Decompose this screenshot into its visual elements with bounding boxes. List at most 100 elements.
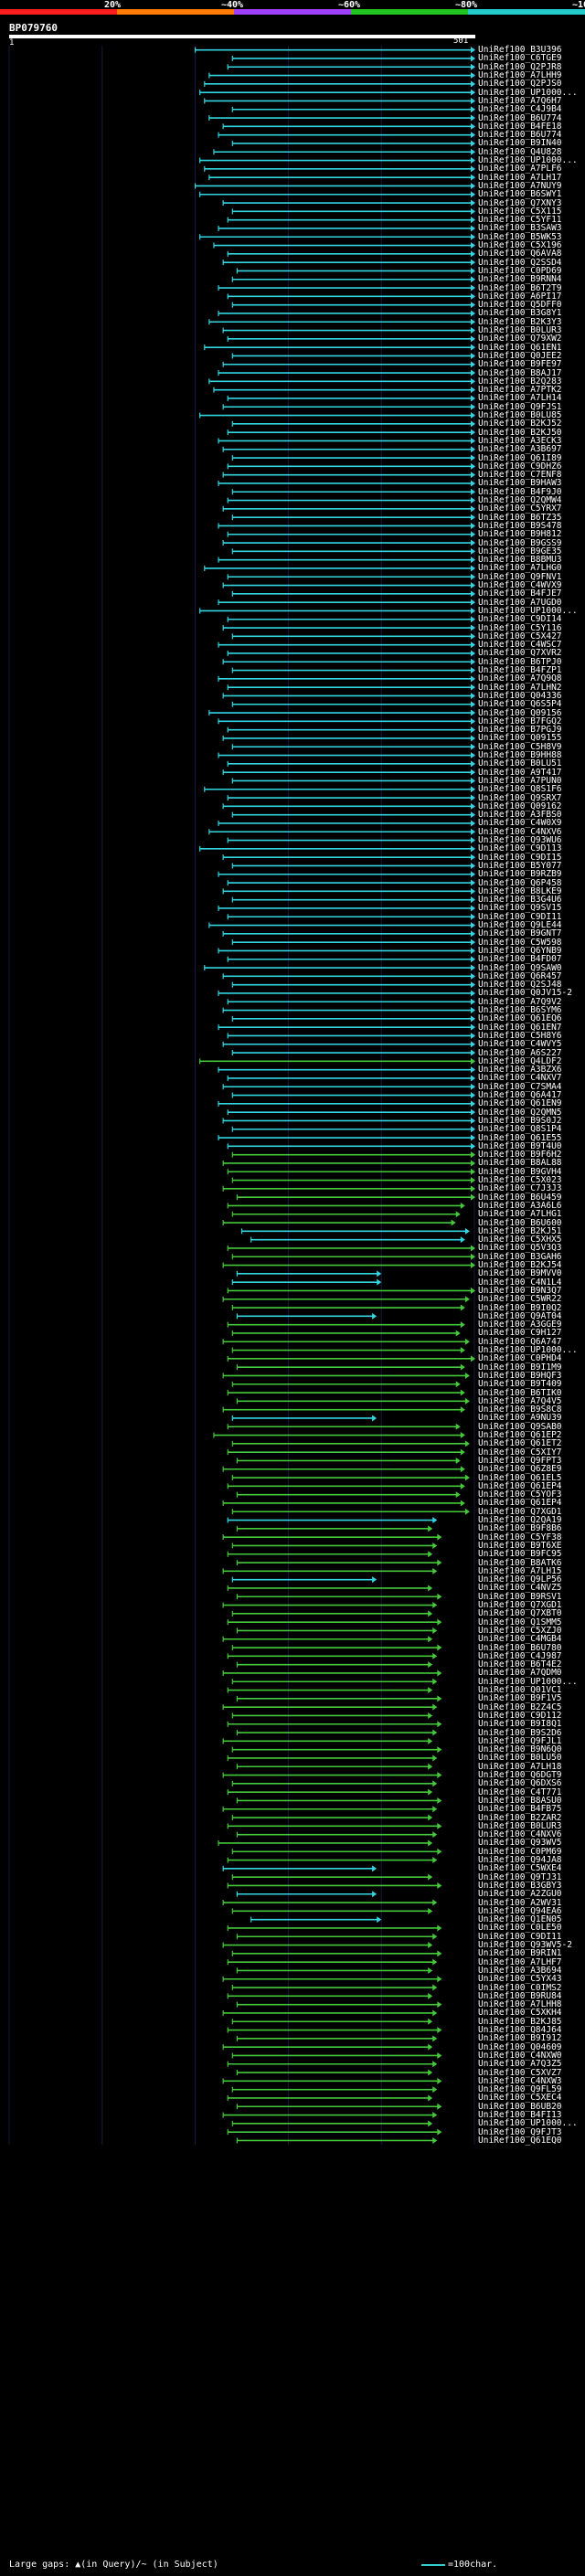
hit-label[interactable]: UniRef100_C9DHZ6 [478,461,562,472]
hit-label[interactable]: UniRef100_C4W0X9 [478,818,562,829]
hit-label[interactable]: UniRef100_UP1000... [478,1676,578,1687]
hit-label[interactable]: UniRef100_C5Y116 [478,622,562,633]
hit-label[interactable]: UniRef100_B9I912 [478,2033,562,2044]
hit-label[interactable]: UniRef100_C4WVY5 [478,1039,562,1050]
hit-label[interactable]: UniRef100_B9F1V5 [478,1693,562,1704]
hit-label[interactable]: UniRef100_C5YOF3 [478,1489,562,1500]
hit-label[interactable]: UniRef100_B3SAW3 [478,223,562,234]
hit-label[interactable]: UniRef100_B9I1M9 [478,1362,562,1373]
hit-label[interactable]: UniRef100_B9GNT7 [478,928,562,939]
hit-label[interactable]: UniRef100_C5YF38 [478,1532,562,1542]
hit-label[interactable]: UniRef100_Q0JV15-2 [478,988,572,999]
hit-label[interactable]: UniRef100_C5WXE4 [478,1863,562,1874]
hit-label[interactable]: UniRef100_A3FBS0 [478,810,562,821]
hit-label[interactable]: UniRef100_B6SWY1 [478,189,562,200]
hit-label[interactable]: UniRef100_Q9SRX7 [478,792,562,803]
hit-label[interactable]: UniRef100_Q6P458 [478,877,562,888]
hit-label[interactable]: UniRef100_B3G4U6 [478,895,562,906]
hit-label[interactable]: UniRef100_A7PTK2 [478,385,562,396]
hit-label[interactable]: UniRef100_Q61EP4 [478,1480,562,1491]
hit-label[interactable]: UniRef100_A7Q6H7 [478,95,562,106]
hit-label[interactable]: UniRef100_Q93WU6 [478,835,562,846]
hit-label[interactable]: UniRef100_Q61EQ0 [478,2135,562,2146]
hit-label[interactable]: UniRef100_B9F6H2 [478,1150,562,1161]
hit-label[interactable]: UniRef100_Q6AVA8 [478,249,562,260]
hit-label[interactable]: UniRef100_Q93WV5 [478,1838,562,1849]
hit-label[interactable]: UniRef100_B3GBY3 [478,1880,562,1891]
hit-label[interactable]: UniRef100_C0PHD4 [478,1353,562,1364]
hit-label[interactable]: UniRef100_C5YF11 [478,215,562,226]
hit-label[interactable]: UniRef100_C5XZJ0 [478,1625,562,1636]
hit-label[interactable]: UniRef100_C5H8V9 [478,741,562,752]
hit-label[interactable]: UniRef100_B9N3Q7 [478,1285,562,1296]
hit-label[interactable]: UniRef100_A7LHF7 [478,1956,562,1967]
hit-label[interactable]: UniRef100_Q6R457 [478,970,562,981]
hit-label[interactable]: UniRef100_Q94EA6 [478,1905,562,1916]
hit-label[interactable]: UniRef100_Q6A417 [478,1090,562,1101]
hit-label[interactable]: UniRef100_Q6Z8E9 [478,1464,562,1475]
hit-label[interactable]: UniRef100_C5X115 [478,206,562,217]
hit-label[interactable]: UniRef100_A7Q9Q8 [478,673,562,684]
hit-label[interactable]: UniRef100_B5WK53 [478,231,562,242]
hit-label[interactable]: UniRef100_B2Z4C5 [478,1701,562,1712]
hit-label[interactable]: UniRef100_Q9FPT3 [478,1455,562,1466]
hit-label[interactable]: UniRef100_A7Q9V2 [478,996,562,1007]
hit-label[interactable]: UniRef100_C9D113 [478,843,562,854]
hit-label[interactable]: UniRef100_Q04336 [478,690,562,701]
hit-label[interactable]: UniRef100_A7Q3Z5 [478,2059,562,2070]
hit-label[interactable]: UniRef100_B3U396 [478,45,562,56]
hit-label[interactable]: UniRef100_B9GSS9 [478,537,562,548]
hit-label[interactable]: UniRef100_C5XVZ7 [478,2067,562,2078]
hit-label[interactable]: UniRef100_B9MVV0 [478,1268,562,1279]
hit-label[interactable]: UniRef100_A7LHH8 [478,1999,562,2010]
hit-label[interactable]: UniRef100_B5Y077 [478,860,562,871]
hit-label[interactable]: UniRef100_A7NUY9 [478,180,562,191]
hit-label[interactable]: UniRef100_B6T4E2 [478,1659,562,1670]
hit-label[interactable]: UniRef100_C6TGE9 [478,53,562,64]
hit-label[interactable]: UniRef100_C5YRX7 [478,504,562,514]
hit-label[interactable]: UniRef100_Q61EL5 [478,1472,562,1483]
hit-label[interactable]: UniRef100_Q09156 [478,707,562,718]
hit-label[interactable]: UniRef100_Q9FJT3 [478,2126,562,2137]
hit-label[interactable]: UniRef100_B6U774 [478,112,562,123]
hit-label[interactable]: UniRef100_B6SYM6 [478,1005,562,1016]
hit-label[interactable]: UniRef100_C4T771 [478,1786,562,1797]
hit-label[interactable]: UniRef100_Q5V3Q3 [478,1243,562,1254]
hit-label[interactable]: UniRef100_C4WVX9 [478,580,562,591]
hit-label[interactable]: UniRef100_C5X023 [478,1175,562,1186]
hit-label[interactable]: UniRef100_B6U774 [478,130,562,141]
hit-label[interactable]: UniRef100_A2WV31 [478,1897,562,1908]
hit-label[interactable]: UniRef100_B9RIN1 [478,1948,562,1959]
hit-label[interactable]: UniRef100_Q61EP4 [478,1498,562,1509]
hit-label[interactable]: UniRef100_Q79XW2 [478,334,562,345]
hit-label[interactable]: UniRef100_Q2SJ48 [478,980,562,991]
hit-label[interactable]: UniRef100_Q84J64 [478,2025,562,2036]
hit-label[interactable]: UniRef100_B8AJ17 [478,367,562,378]
hit-label[interactable]: UniRef100_C5X427 [478,631,562,641]
hit-label[interactable]: UniRef100_B8ATK6 [478,1557,562,1568]
hit-label[interactable]: UniRef100_Q09155 [478,733,562,744]
hit-label[interactable]: UniRef100_B2KJ52 [478,419,562,429]
hit-label[interactable]: UniRef100_A7LHG0 [478,563,562,574]
hit-label[interactable]: UniRef100_C4NXV7 [478,1073,562,1084]
hit-label[interactable]: UniRef100_Q9FJS1 [478,401,562,412]
hit-label[interactable]: UniRef100_UP1000... [478,2118,578,2129]
hit-label[interactable]: UniRef100_Q6DXS6 [478,1778,562,1789]
hit-label[interactable]: UniRef100_B2KJ50 [478,427,562,438]
hit-label[interactable]: UniRef100_C9DI11 [478,1931,562,1942]
hit-label[interactable]: UniRef100_B9RNN4 [478,274,562,285]
hit-label[interactable]: UniRef100_C5W598 [478,937,562,948]
hit-label[interactable]: UniRef100_UP1000... [478,155,578,166]
hit-label[interactable]: UniRef100_B4FZP1 [478,665,562,676]
hit-label[interactable]: UniRef100_B9GVH4 [478,1166,562,1177]
hit-label[interactable]: UniRef100_Q5DFF0 [478,300,562,311]
hit-label[interactable]: UniRef100_C0LE50 [478,1923,562,1934]
hit-label[interactable]: UniRef100_B9H812 [478,529,562,540]
hit-label[interactable]: UniRef100_B9HAW3 [478,478,562,489]
hit-label[interactable]: UniRef100_B4FI13 [478,2110,562,2121]
hit-label[interactable]: UniRef100_Q2QMN5 [478,1107,562,1118]
hit-label[interactable]: UniRef100_A2ZGU0 [478,1889,562,1900]
hit-label[interactable]: UniRef100_B9HH88 [478,750,562,761]
hit-label[interactable]: UniRef100_A3BZX6 [478,1065,562,1076]
hit-label[interactable]: UniRef100_B3G8Y1 [478,308,562,319]
